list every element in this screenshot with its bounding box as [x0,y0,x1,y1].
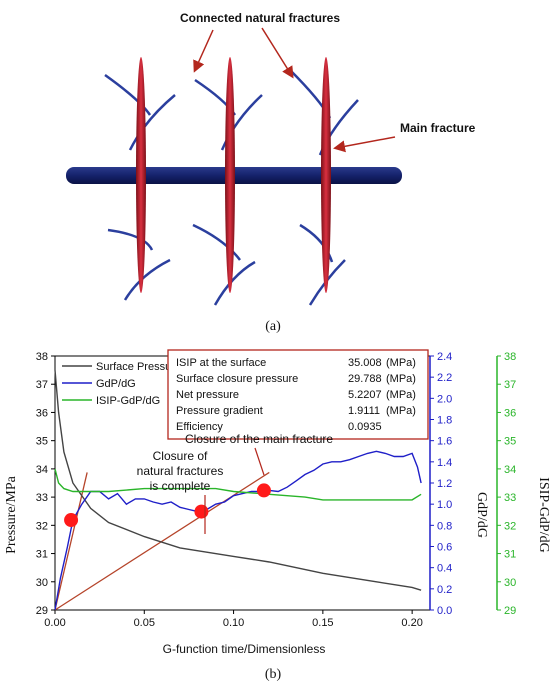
main-fracture-3 [321,57,331,293]
legend-item-label: Surface Pressure [96,361,181,373]
y-left-tick-label: 34 [36,464,48,476]
y-right1-tick-label: 0.8 [437,520,452,532]
natural-fracture-arc [192,223,241,261]
main-fracture-2 [225,57,235,293]
y-right2-axis-title: ISIP-GdP/dG [536,477,550,552]
y-right1-axis-title: GdP/dG [474,492,489,538]
fracture-schematic-panel: Connected natural fractures Main fractur… [0,0,550,340]
natural-fracture-arrow [261,27,294,79]
info-row-label: ISIP at the surface [176,357,266,369]
x-axis-title: G-function time/Dimensionless [163,642,326,656]
y-left-tick-label: 29 [36,605,48,617]
g-function-chart: 0.00 0.05 0.10 0.15 0.20 29 30 31 32 33 34 35 36 37 38… [4,349,550,682]
info-row-value: 35.008 [348,357,382,369]
y-right2-tick-label: 29 [504,605,516,617]
closure-point-marker [194,504,209,519]
info-row-value: 1.9111 [348,405,380,417]
y-right1-tick-label: 0.4 [437,563,452,575]
closure-point-marker [256,483,271,498]
y-left-tick-label: 36 [36,407,48,419]
info-row-unit: (MPa) [386,357,416,369]
y-right1-tick-label: 0.0 [437,605,452,617]
main-fracture-1 [136,57,146,293]
info-row-label: Pressure gradient [176,405,263,417]
y-right2-tick-label: 32 [504,520,516,532]
natural-fracture-arc [220,94,263,151]
natural-fracture-arrow [193,29,214,73]
main-closure-annotation: Closure of the main fracture [185,432,333,446]
y-right1-tick-label: 2.4 [437,351,452,363]
y-left-tick-label: 38 [36,351,48,363]
natural-fracture-arc [104,73,152,116]
panel-b-label: (b) [265,667,282,682]
y-right1-tick-label: 1.6 [437,436,452,448]
y-right1-tick-label: 0.6 [437,542,452,554]
y-right1-tick-label: 1.0 [437,499,452,511]
info-row-value: 0.0935 [348,421,382,433]
g-function-chart-panel: 0.00 0.05 0.10 0.15 0.20 29 30 31 32 33 34 35 36 37 38… [0,340,550,688]
x-tick-label: 0.05 [134,617,155,629]
results-info-box [167,349,429,440]
y-right2-tick-label: 30 [504,577,516,589]
x-tick-label: 0.00 [44,617,65,629]
x-tick-label: 0.10 [223,617,244,629]
x-tick-label: 0.15 [312,617,333,629]
natural-fracture-arc [128,94,176,151]
natural-closure-annotation-line1: Closure of [153,449,208,463]
x-tick-label: 0.20 [401,617,422,629]
y-right1-tick-label: 2.2 [437,372,452,384]
fracture-schematic-diagram: Connected natural fractures Main fractur… [66,11,476,334]
y-left-tick-label: 35 [36,436,48,448]
y-left-tick-label: 30 [36,577,48,589]
y-left-tick-label: 33 [36,492,48,504]
info-row-value: 29.788 [348,373,382,385]
info-row-label: Surface closure pressure [176,373,298,385]
natural-closure-annotation-line2: natural fractures [137,464,224,478]
tangent-line [54,472,88,611]
closure-point-marker [64,513,79,528]
info-row-unit: (MPa) [386,405,416,417]
info-row-label: Net pressure [176,389,239,401]
y-right2-tick-label: 37 [504,379,516,391]
y-right1-tick-label: 0.2 [437,584,452,596]
y-right2-tick-label: 38 [504,351,516,363]
y-right2-tick-label: 33 [504,492,516,504]
y-left-tick-label: 37 [36,379,48,391]
natural-fracture-arc [107,228,154,251]
series-line-isip-gdp-dg [54,468,422,501]
info-row-label: Efficiency [176,421,223,433]
y-right1-tick-label: 1.2 [437,478,452,490]
info-row-unit: (MPa) [386,373,416,385]
y-left-axis-title: Pressure/MPa [4,475,19,554]
series-line-gdp-dg [54,450,422,611]
tangent-line [54,471,270,611]
natural-fracture-arc [123,258,171,301]
natural-closure-annotation-line3: is complete [150,479,211,493]
chart-legend: Surface Pressure GdP/dG ISIP-GdP/dG [62,361,181,407]
info-row-value: 5.2207 [348,389,382,401]
panel-a-label: (a) [265,319,281,334]
y-left-tick-label: 32 [36,520,48,532]
main-closure-pointer [254,447,265,476]
y-right1-tick-label: 2.0 [437,393,452,405]
main-fracture-callout: Main fracture [400,121,476,135]
natural-fracture-arc [213,260,256,306]
info-row-unit: (MPa) [386,389,416,401]
y-left-tick-label: 31 [36,549,48,561]
y-right1-tick-label: 1.8 [437,415,452,427]
natural-fracture-arc [299,223,334,263]
natural-fracture-arcs [104,69,359,306]
y-right2-tick-label: 35 [504,436,516,448]
legend-item-label: GdP/dG [96,378,136,390]
series-line-surface-pressure [54,370,422,591]
main-fracture-arrow [333,136,396,153]
y-right2-tick-label: 31 [504,549,516,561]
y-right1-tick-label: 1.4 [437,457,452,469]
y-right2-tick-label: 36 [504,407,516,419]
legend-item-label: ISIP-GdP/dG [96,395,160,407]
natural-fractures-callout: Connected natural fractures [180,11,340,25]
y-right2-tick-label: 34 [504,464,516,476]
